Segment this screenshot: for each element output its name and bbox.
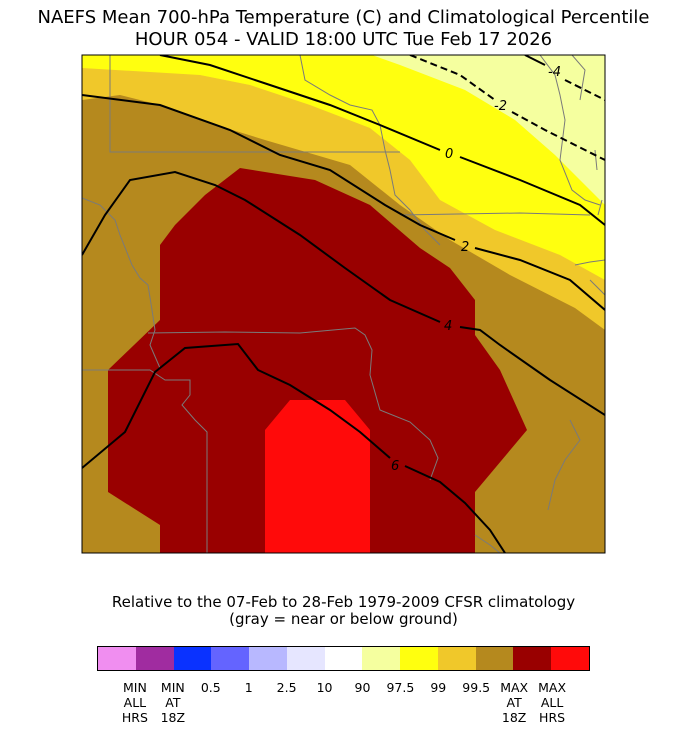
colorbar-segment (400, 647, 438, 670)
colorbar-tick-label: 97.5 (386, 680, 415, 695)
colorbar-segment (513, 647, 552, 670)
colorbar-tick-label: 10 (316, 680, 333, 695)
colorbar-segment (475, 647, 514, 670)
contour-label-neg4: -4 (548, 65, 561, 80)
colorbar-tick-label: 90 (354, 680, 371, 695)
colorbar-segment (249, 647, 287, 670)
contour-2 (82, 94, 605, 311)
climatology-note: Relative to the 07-Feb to 28-Feb 1979-20… (111, 593, 576, 611)
map-frame (81, 54, 606, 554)
colorbar-tick-label: MIN AT 18Z (160, 680, 186, 725)
fill-99 (82, 55, 605, 280)
contour-neg2 (409, 55, 605, 161)
colorbar-tick-label: 2.5 (276, 680, 297, 695)
political-borders (82, 55, 605, 553)
colorbar-tick-label: 1 (244, 680, 253, 695)
colorbar-tick-label: MIN ALL HRS (121, 680, 148, 725)
contour-6 (82, 342, 506, 553)
contour-label-0: 0 (445, 147, 453, 162)
contour-label-6: 6 (391, 459, 399, 474)
temperature-contours (82, 55, 605, 553)
contour-4 (82, 170, 605, 416)
colorbar-segment (173, 647, 212, 670)
colorbar (97, 646, 590, 671)
map-valid-time: HOUR 054 - VALID 18:00 UTC Tue Feb 17 20… (134, 29, 553, 50)
colorbar-segment (324, 647, 363, 670)
colorbar-segment (437, 647, 476, 670)
contour-label-neg2: -2 (494, 99, 507, 114)
contour-label-4: 4 (444, 319, 452, 334)
fill-above-max (265, 400, 370, 553)
colorbar-tick-label: 0.5 (200, 680, 221, 695)
colorbar-segment (362, 647, 401, 670)
colorbar-tick-label: MAX ALL HRS (538, 680, 567, 725)
colorbar-segment (135, 647, 174, 670)
colorbar-tick-label: MAX AT 18Z (500, 680, 529, 725)
colorbar-segment (211, 647, 250, 670)
fill-max-all-hrs (108, 168, 527, 553)
colorbar-segment (98, 647, 136, 670)
colorbar-segment (551, 647, 589, 670)
contour-neg4-b (564, 79, 605, 101)
colorbar-tick-label: 99.5 (462, 680, 491, 695)
contour-0 (159, 55, 605, 226)
contour-label-2: 2 (461, 240, 469, 255)
colorbar-tick-label: 99 (430, 680, 447, 695)
contour-neg4 (524, 55, 546, 66)
colorbar-segment (286, 647, 325, 670)
fill-97-5 (372, 55, 605, 205)
map-title: NAEFS Mean 700-hPa Temperature (C) and C… (37, 7, 650, 28)
ground-note: (gray = near or below ground) (229, 610, 458, 628)
